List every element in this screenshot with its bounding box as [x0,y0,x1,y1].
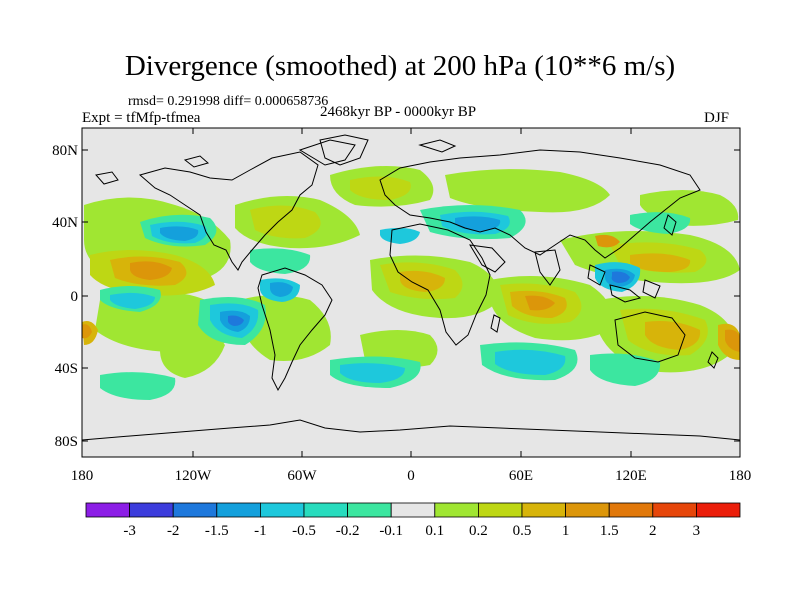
colorbar-label: 0.2 [469,523,488,539]
colorbar-label: -3 [123,523,136,539]
season-label: DJF [704,110,730,126]
colorbar-label: -0.2 [336,523,360,539]
lon-label-120E: 120E [615,468,647,484]
colorbar [85,502,741,518]
field-deep-blue [227,271,630,326]
colorbar-swatch [129,502,174,518]
lat-label-0: 0 [71,289,79,305]
divergence-field [82,134,740,441]
colorbar-swatch [565,502,610,518]
period-label: 2468kyr BP - 0000kyr BP [320,104,477,120]
lon-label-180w: 180 [71,468,94,484]
colorbar-swatch [85,502,130,518]
colorbar-swatch [696,502,741,518]
lat-label-40S: 40S [55,361,78,377]
colorbar-swatch [434,502,479,518]
colorbar-swatch [347,502,392,518]
colorbar-swatch [303,502,348,518]
colorbar-label: 1.5 [600,523,619,539]
colorbar-swatch [608,502,654,518]
colorbar-swatch [652,502,697,518]
lon-label-120W: 120W [175,468,213,484]
latitude-labels: 80N 40N 0 40S 80S [52,143,78,450]
colorbar-label: -0.5 [292,523,316,539]
lon-label-60W: 60W [287,468,317,484]
stats-label: rmsd= 0.291998 diff= 0.000658736 [128,94,329,109]
colorbar-label: -2 [167,523,180,539]
colorbar-swatch [259,502,305,518]
longitude-ticks [81,128,741,457]
lat-label-80N: 80N [52,143,78,159]
lon-label-60E: 60E [509,468,533,484]
field-orange [82,234,740,352]
lat-label-40N: 40N [52,215,78,231]
lat-label-80S: 80S [55,434,78,450]
experiment-label: Expt = tfMfp-tfmea [82,110,201,126]
colorbar-label: 0.5 [513,523,532,539]
colorbar-swatch [390,502,436,518]
colorbar-swatch [521,502,566,518]
longitude-labels: 180 120W 60W 0 60E 120E 180 [71,468,752,484]
colorbar-label: 1 [562,523,570,539]
colorbar-label: -1.5 [205,523,229,539]
colorbar-swatch [216,502,261,518]
colorbar-label: -1 [254,523,267,539]
colorbar-label: 2 [649,523,657,539]
lon-label-0: 0 [407,468,415,484]
lon-label-180e: 180 [729,468,752,484]
chart-title: Divergence (smoothed) at 200 hPa (10**6 … [124,50,676,82]
colorbar-label: 0.1 [425,523,444,539]
colorbar-label: -0.1 [379,523,403,539]
colorbar-swatch [172,502,218,518]
colorbar-label: 3 [693,523,701,539]
latitude-ticks [82,149,740,442]
colorbar-swatch [477,502,523,518]
colorbar-labels: -3 -2 -1.5 -1 -0.5 -0.2 -0.1 0.1 0.2 0.5… [123,523,700,539]
coastlines [82,134,740,441]
